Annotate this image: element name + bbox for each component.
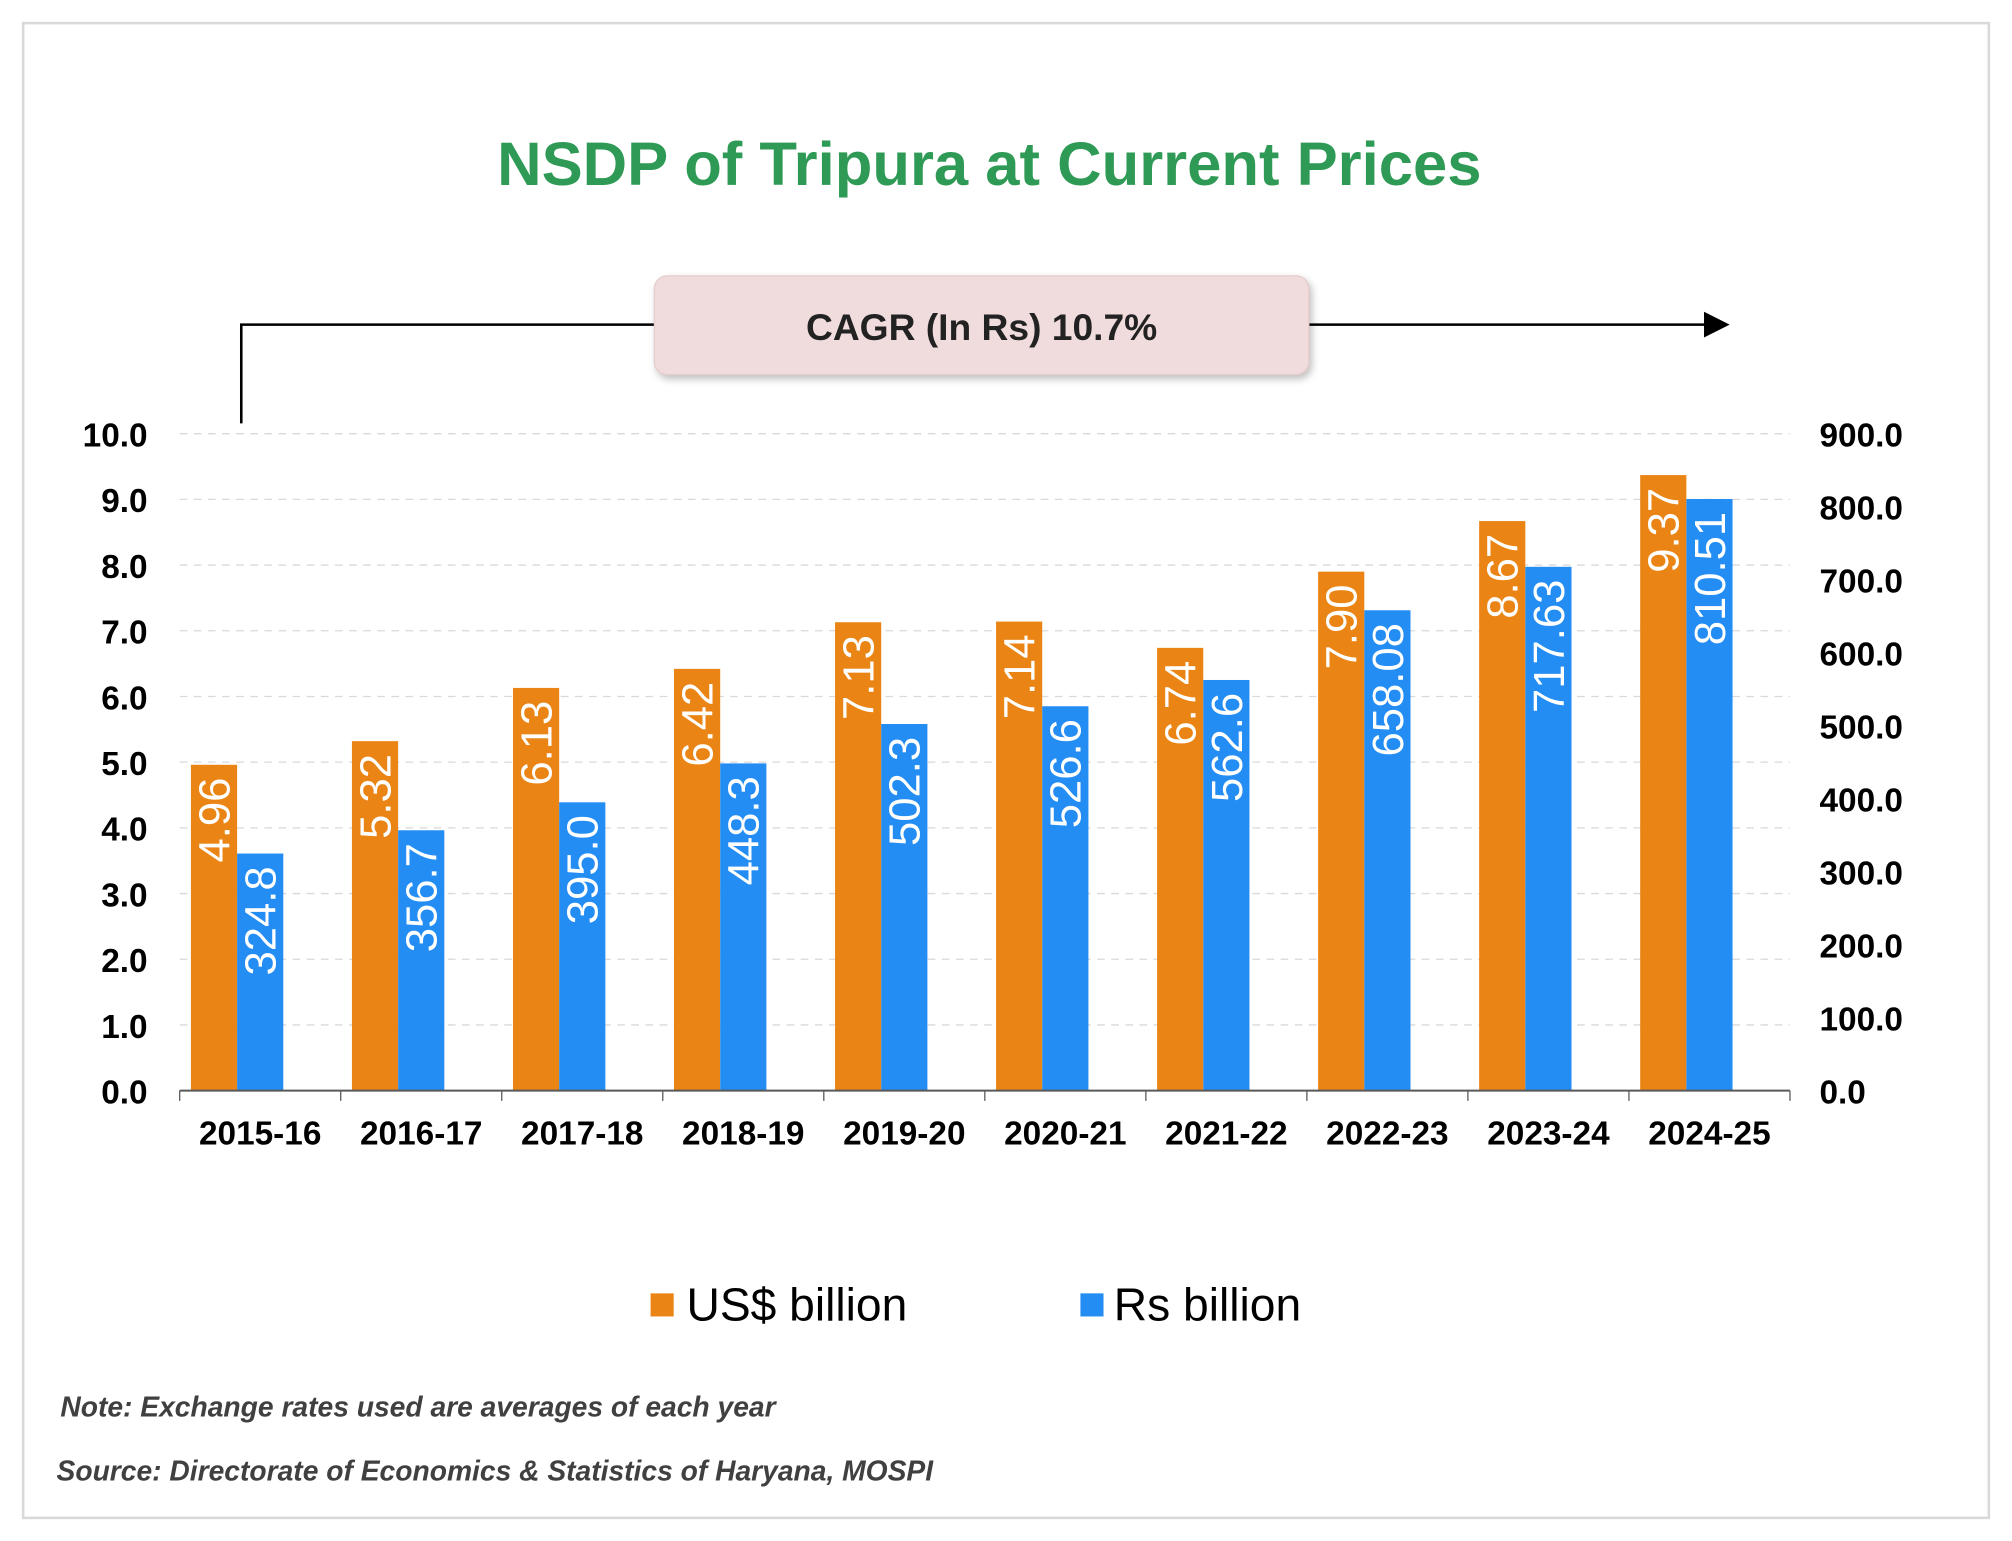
x-tick-label: 2021-22 (1165, 1116, 1287, 1153)
data-label: 810.51 (1687, 512, 1735, 645)
data-label: 717.63 (1526, 580, 1574, 713)
bar-rs (881, 723, 928, 1091)
bar-rs (1686, 499, 1733, 1091)
data-label: 7.90 (1319, 584, 1367, 669)
y-right-tick-label: 600.0 (1819, 636, 1902, 673)
y-right-tick-label: 0.0 (1819, 1074, 1865, 1111)
data-label: 658.08 (1365, 623, 1413, 756)
bar-rs (1364, 610, 1411, 1091)
data-label: 6.42 (674, 682, 722, 767)
bar-usd (512, 687, 560, 1091)
cagr-label: CAGR (In Rs) 10.7% (806, 306, 1157, 348)
x-tick-label: 2017-18 (521, 1116, 643, 1153)
x-tick-label: 2020-21 (1004, 1116, 1126, 1153)
data-label: 6.74 (1158, 661, 1206, 746)
bar-usd (351, 741, 399, 1091)
x-tick-label: 2016-17 (360, 1116, 482, 1153)
source-text: Source: Directorate of Economics & Stati… (57, 1455, 935, 1487)
x-tick-label: 2024-25 (1648, 1116, 1770, 1153)
bar-usd (835, 622, 882, 1091)
data-label: 5.32 (352, 754, 400, 839)
bar-usd (1318, 571, 1365, 1091)
bar-rs (559, 802, 606, 1091)
legend-label-rs: Rs billion (1114, 1278, 1301, 1330)
bar-rs (1042, 706, 1089, 1091)
y-left-tick-label: 7.0 (101, 615, 147, 652)
bar-usd (1640, 475, 1687, 1091)
y-left-tick-label: 4.0 (101, 812, 147, 849)
data-label: 8.67 (1480, 534, 1528, 619)
data-label: 502.3 (882, 737, 930, 846)
cagr-arrow (239, 311, 1730, 424)
bar-rs (1203, 679, 1250, 1091)
data-label: 356.7 (399, 843, 447, 952)
y-left-tick-label: 8.0 (101, 549, 147, 586)
legend: US$ billion Rs billion (650, 1278, 1301, 1330)
y-left-tick-label: 10.0 (83, 418, 148, 455)
bar-rs (720, 763, 767, 1091)
data-label: 562.6 (1204, 693, 1252, 802)
data-label: 6.13 (513, 701, 561, 786)
y-left-tick-label: 0.0 (101, 1074, 147, 1111)
legend-label-usd: US$ billion (687, 1278, 908, 1330)
legend-swatch-usd (650, 1293, 674, 1317)
y-left-tick-label: 9.0 (101, 483, 147, 520)
y-right-tick-label: 700.0 (1819, 564, 1902, 601)
y-right-tick-label: 400.0 (1819, 782, 1902, 819)
data-label: 7.14 (997, 634, 1045, 719)
bar-usd (1157, 647, 1204, 1091)
x-tick-label: 2018-19 (682, 1116, 804, 1153)
data-label: 4.96 (191, 778, 239, 863)
bar-usd (190, 764, 238, 1091)
x-tick-label: 2019-20 (843, 1116, 965, 1153)
data-label: 324.8 (238, 866, 286, 975)
bar-rs (237, 853, 284, 1091)
x-tick-label: 2015-16 (199, 1116, 321, 1153)
x-tick-label: 2022-23 (1326, 1116, 1448, 1153)
data-label: 526.6 (1043, 719, 1091, 828)
bar-usd (673, 668, 721, 1091)
y-left-tick-label: 5.0 (101, 746, 147, 783)
bar-usd (996, 621, 1043, 1091)
note-text: Note: Exchange rates used are averages o… (60, 1391, 777, 1423)
y-right-tick-label: 100.0 (1819, 1001, 1902, 1038)
bar-rs (1525, 566, 1572, 1091)
data-label: 395.0 (560, 815, 608, 924)
y-right-tick-label: 300.0 (1819, 855, 1902, 892)
bar-rs (398, 830, 445, 1091)
y-right-tick-label: 800.0 (1819, 491, 1902, 528)
data-label: 9.37 (1641, 488, 1689, 573)
data-label: 7.13 (836, 635, 884, 720)
cagr-box (653, 275, 1310, 376)
y-right-tick-label: 200.0 (1819, 928, 1902, 965)
y-right-tick-label: 900.0 (1819, 418, 1902, 455)
chart-title: NSDP of Tripura at Current Prices (497, 130, 1481, 199)
y-left-tick-label: 2.0 (101, 943, 147, 980)
y-left-tick-label: 1.0 (101, 1009, 147, 1046)
y-right-tick-label: 500.0 (1819, 709, 1902, 746)
data-label: 448.3 (721, 776, 769, 885)
bar-usd (1479, 521, 1526, 1091)
y-left-tick-label: 3.0 (101, 877, 147, 914)
legend-swatch-rs (1080, 1293, 1104, 1317)
axes: 0.0 1.0 2.0 3.0 4.0 5.0 6.0 7.0 8.0 9.0 10.0 0.0 100… (83, 418, 1903, 1153)
x-tick-label: 2023-24 (1487, 1116, 1610, 1153)
y-left-tick-label: 6.0 (101, 680, 147, 717)
